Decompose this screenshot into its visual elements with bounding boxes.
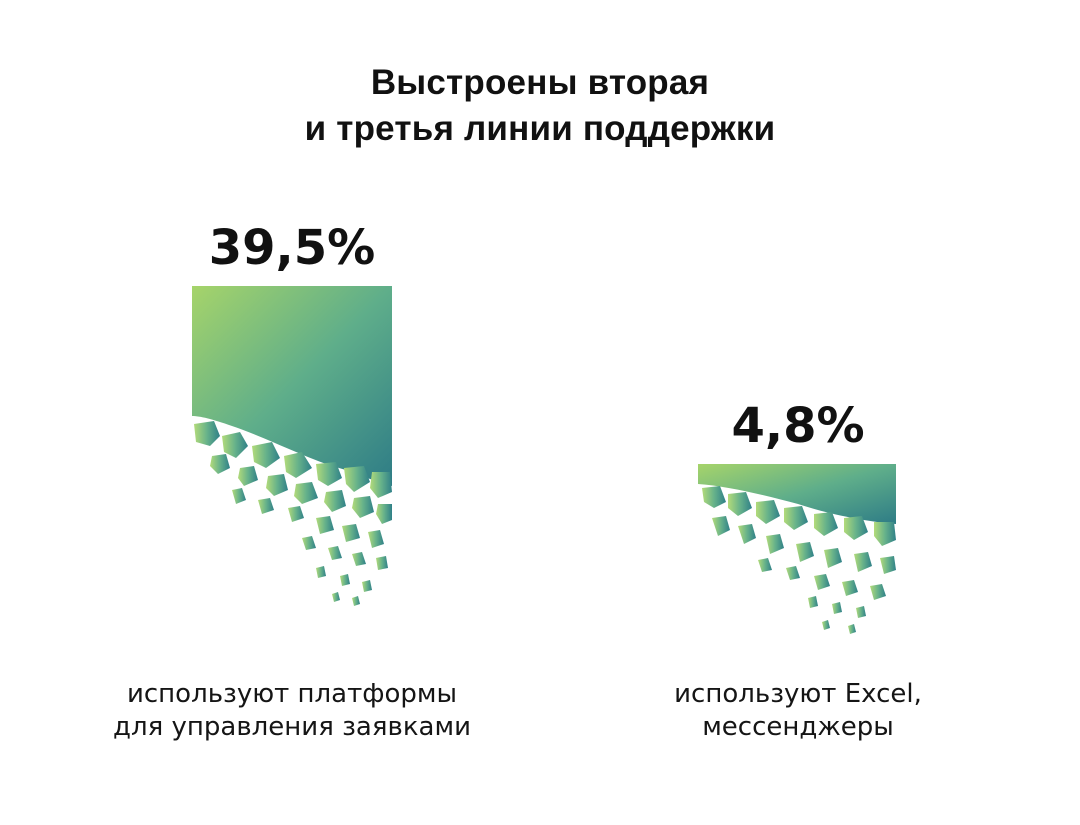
bar-caption-line-2: для управления заявками [113, 712, 471, 742]
bar-group-platforms: 39,5% [113, 220, 471, 760]
bar-platforms [192, 286, 392, 606]
bar-group-excel: 4,8% [648, 398, 948, 758]
bar-caption: используют платформы для управления заяв… [92, 678, 492, 744]
bar-caption-line-1: используют Excel, [674, 679, 922, 709]
bar-excel [698, 464, 896, 634]
chart-title-line-2: и третья линии поддержки [304, 109, 776, 148]
bar-caption: используют Excel, мессенджеры [598, 678, 998, 744]
chart-title: Выстроены вторая и третья линии поддержк… [0, 60, 1080, 152]
chart-title-line-1: Выстроены вторая [370, 63, 710, 102]
bar-caption-line-2: мессенджеры [702, 712, 894, 742]
bar-value-label: 39,5% [208, 220, 376, 276]
bar-value-label: 4,8% [731, 398, 865, 454]
bar-caption-line-1: используют платформы [126, 679, 458, 709]
